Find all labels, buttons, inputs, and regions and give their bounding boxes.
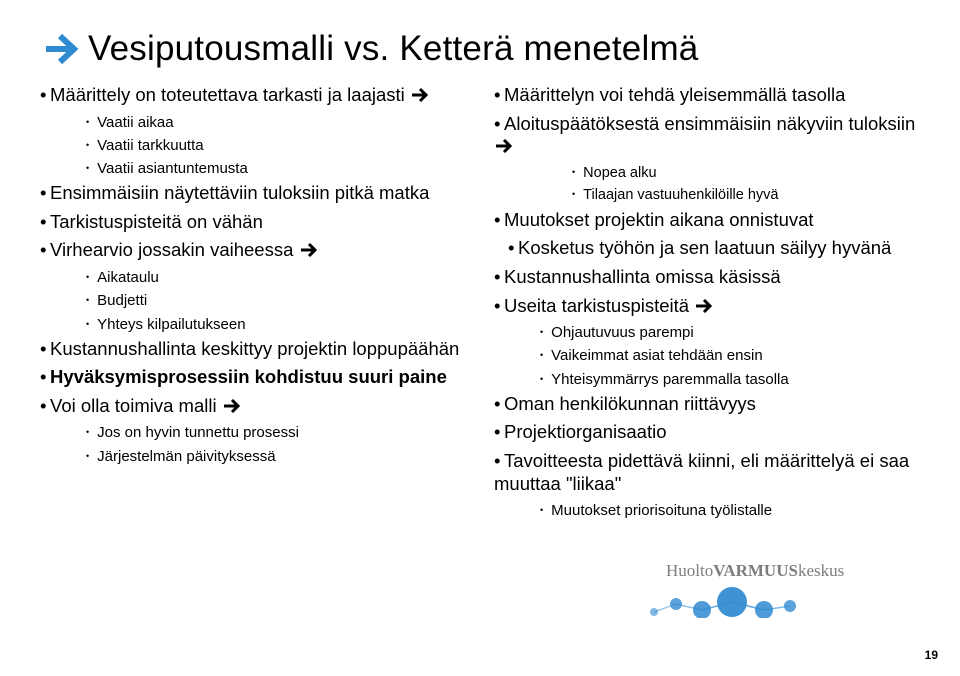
list-sub-item: •Järjestelmän päivityksessä [40, 447, 466, 467]
footer-logo: HuoltoVARMUUSkeskus [618, 556, 918, 618]
list-sub-sub-item: •Nopea alku [494, 164, 920, 184]
list-sub-item: •Muutokset priorisoituna työlistalle [494, 501, 920, 521]
title-row: Vesiputousmalli vs. Ketterä menetelmä [40, 28, 920, 70]
logo-text-3: keskus [798, 561, 844, 580]
list-sub-item: •Vaatii asiantuntemusta [40, 159, 466, 179]
list-sub-item: •Budjetti [40, 291, 466, 311]
list-item: •Tarkistuspisteitä on vähän [40, 211, 466, 234]
left-column: •Määrittely on toteutettava tarkasti ja … [40, 84, 466, 524]
list-item: •Useita tarkistuspisteitä [494, 295, 920, 318]
right-column: •Määrittelyn voi tehdä yleisemmällä taso… [494, 84, 920, 524]
list-item: •Määrittely on toteutettava tarkasti ja … [40, 84, 466, 107]
list-item: •Tavoitteesta pidettävä kiinni, eli määr… [494, 450, 920, 495]
list-item: •Kosketus työhön ja sen laatuun säilyy h… [494, 237, 920, 260]
logo-text-1: Huolto [666, 561, 713, 580]
right-list: •Määrittelyn voi tehdä yleisemmällä taso… [494, 84, 920, 521]
list-item: •Kustannushallinta keskittyy projektin l… [40, 338, 466, 361]
list-item: •Projektiorganisaatio [494, 421, 920, 444]
list-item: •Kustannushallinta omissa käsissä [494, 266, 920, 289]
svg-text:HuoltoVARMUUSkeskus: HuoltoVARMUUSkeskus [666, 561, 844, 580]
left-list: •Määrittely on toteutettava tarkasti ja … [40, 84, 466, 467]
list-item: •Voi olla toimiva malli [40, 395, 466, 418]
columns: •Määrittely on toteutettava tarkasti ja … [40, 84, 920, 524]
list-sub-item: •Vaatii aikaa [40, 113, 466, 133]
list-sub-item: •Vaatii tarkkuutta [40, 136, 466, 156]
list-item: •Määrittelyn voi tehdä yleisemmällä taso… [494, 84, 920, 107]
list-item: •Virhearvio jossakin vaiheessa [40, 239, 466, 262]
list-item: •Hyväksymisprosessiin kohdistuu suuri pa… [40, 366, 466, 389]
list-sub-item: •Yhteys kilpailutukseen [40, 315, 466, 335]
list-item: •Muutokset projektin aikana onnistuvat [494, 209, 920, 232]
slide: Vesiputousmalli vs. Ketterä menetelmä •M… [0, 0, 960, 676]
arrow-right-icon [40, 28, 82, 70]
list-item: •Aloituspäätöksestä ensimmäisiin näkyvii… [494, 113, 920, 158]
list-item: •Oman henkilökunnan riittävyys [494, 393, 920, 416]
list-sub-sub-item: •Tilaajan vastuuhenkilöille hyvä [494, 186, 920, 206]
slide-title: Vesiputousmalli vs. Ketterä menetelmä [88, 29, 698, 69]
list-sub-item: •Ohjautuvuus parempi [494, 323, 920, 343]
list-sub-item: •Jos on hyvin tunnettu prosessi [40, 423, 466, 443]
list-sub-item: •Vaikeimmat asiat tehdään ensin [494, 346, 920, 366]
list-sub-item: •Aikataulu [40, 268, 466, 288]
list-sub-item: •Yhteisymmärrys paremmalla tasolla [494, 370, 920, 390]
logo-text-2: VARMUUS [713, 561, 798, 580]
page-number: 19 [925, 648, 938, 662]
list-item: •Ensimmäisiin näytettäviin tuloksiin pit… [40, 182, 466, 205]
